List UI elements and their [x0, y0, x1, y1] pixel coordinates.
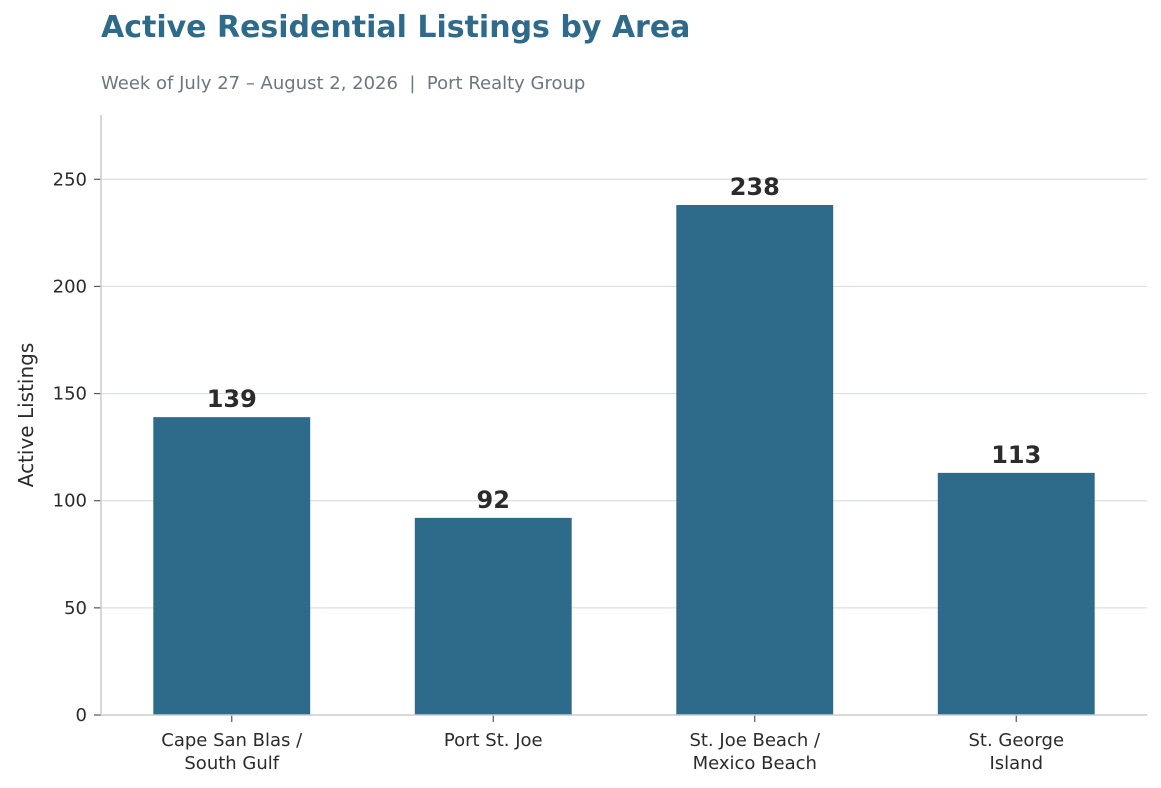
bar-value-label: 92 — [477, 486, 510, 514]
chart-subtitle: Week of July 27 – August 2, 2026 | Port … — [101, 73, 586, 94]
bar — [414, 517, 572, 715]
bar — [153, 417, 311, 715]
y-tick-label: 0 — [76, 705, 87, 726]
chart-title: Active Residential Listings by Area — [101, 10, 691, 45]
y-tick-label: 50 — [64, 598, 87, 619]
x-tick-label: Port St. Joe — [444, 730, 543, 751]
y-tick-label: 100 — [53, 491, 87, 512]
y-tick-label: 150 — [53, 384, 87, 405]
bar — [676, 205, 834, 715]
bar-value-label: 113 — [991, 441, 1041, 469]
axes — [94, 115, 1147, 722]
x-tick-label: St. Joe Beach / Mexico Beach — [689, 730, 821, 774]
x-tick-label: St. George Island — [968, 730, 1064, 774]
x-tick-label: Cape San Blas / South Gulf — [161, 730, 303, 774]
bars — [153, 205, 1095, 715]
y-tick-label: 250 — [53, 169, 87, 190]
labels: 0 50 100 150 200 250 139 Cape San Blas / South G… — [14, 169, 1064, 774]
bar-value-label: 238 — [730, 173, 780, 201]
bar — [937, 472, 1095, 715]
y-axis-title: Active Listings — [14, 343, 38, 488]
y-tick-label: 200 — [53, 276, 87, 297]
bar-value-label: 139 — [207, 385, 257, 413]
